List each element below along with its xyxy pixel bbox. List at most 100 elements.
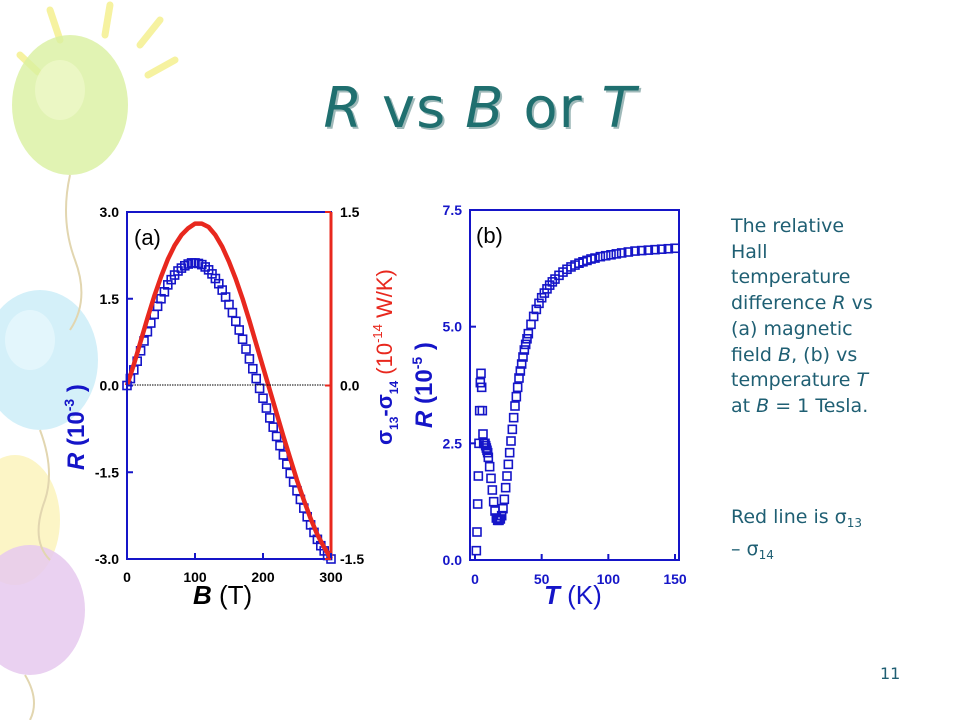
chart-a-ytick-label: 1.5 [100, 291, 120, 307]
note-pre: Red line is σ [731, 506, 847, 528]
chart-b-xlabel-unit: (K) [560, 580, 602, 610]
chart-b-xtick-label: 50 [534, 571, 550, 587]
chart-a-point [251, 373, 261, 384]
chart-b-point [483, 452, 494, 463]
chart-b-point [590, 253, 600, 263]
chart-b-point [519, 345, 530, 355]
desc-line-8: at B = 1 Tesla. [731, 394, 931, 420]
chart-b-point [499, 494, 510, 505]
chart-b-point [534, 298, 544, 309]
chart-b-point [488, 496, 499, 507]
chart-b-xtick-label: 0 [471, 571, 479, 587]
chart-b-ylabel: R (10-5 ) [409, 342, 438, 428]
note-sub2: 14 [758, 548, 774, 562]
chart-a-ytick-label: -3.0 [95, 551, 119, 567]
chart-a-xlabel-unit: (T) [212, 580, 252, 610]
chart-a-xlabel-var: B [193, 580, 212, 610]
desc-line-7-pre: temperature [731, 369, 857, 392]
desc-line-8-post: = 1 Tesla. [769, 394, 869, 417]
chart-a-y2label: σ13-σ14 (10-14 W/K) [370, 269, 401, 445]
chart-a-y2label-sub2: 14 [387, 381, 401, 395]
chart-b-point [504, 447, 515, 458]
chart-b-ytick-label: 7.5 [443, 202, 463, 218]
desc-line-6-var: B [778, 343, 792, 366]
chart-b-xtick-label: 100 [597, 571, 621, 587]
chart-b-point [520, 339, 531, 350]
chart-a-ylabel-var: R [63, 452, 90, 470]
chart-b-point [510, 401, 520, 411]
chart-b-point [643, 245, 654, 255]
chart-b-point [663, 243, 674, 254]
chart-b-panel-label: (b) [476, 223, 503, 248]
description-text: The relative Hall temperature difference… [731, 214, 931, 420]
desc-line-7-var: T [856, 369, 869, 392]
chart-a-point [264, 413, 275, 423]
desc-line-6-post: , (b) vs [791, 343, 858, 366]
chart-b-point [506, 436, 516, 446]
chart-b-point [528, 311, 539, 322]
chart-a-point [258, 393, 268, 404]
chart-b-point [650, 244, 660, 255]
chart-b-point [476, 368, 486, 379]
chart-a-xtick-label: 200 [251, 569, 275, 585]
chart-a-xtick-label: 0 [123, 569, 131, 585]
chart-b-point [515, 366, 526, 376]
chart-a-y2label-sub1: 13 [387, 416, 401, 430]
chart-b-ytick-label: 5.0 [443, 319, 463, 335]
chart-b-frame [469, 209, 680, 561]
chart-a-y2label-exp: -14 [370, 324, 385, 343]
chart-a-point [237, 334, 248, 345]
desc-line-6: field B, (b) vs [731, 343, 931, 369]
chart-b-point [477, 405, 488, 416]
page-number: 11 [880, 664, 901, 683]
chart-b-point [500, 482, 511, 493]
slide-title: R vs B or T [0, 76, 960, 141]
chart-b-point [656, 244, 667, 254]
title-b-var: B [465, 76, 505, 141]
chart-b-point [595, 251, 606, 262]
chart-b-point [606, 250, 616, 260]
desc-line-4-pre: difference [731, 292, 833, 315]
chart-b-point [487, 485, 498, 495]
chart-a-ylabel-close: ) [63, 384, 90, 399]
chart-a-ylabel-exp: -3 [61, 399, 77, 412]
chart-b-point [508, 412, 519, 423]
chart-b-point [514, 373, 524, 383]
chart-b-point [518, 352, 528, 362]
chart-a-y2label-unit: (10 [372, 343, 397, 381]
desc-line-4-post: vs [845, 292, 873, 315]
chart-b-point [473, 471, 484, 481]
chart-a-ytick-label: 0.0 [100, 378, 120, 394]
chart-b-point [474, 405, 485, 416]
title-or: or [504, 76, 602, 141]
chart-b-point [630, 246, 640, 256]
chart-b-point [611, 249, 622, 259]
chart-b-point [476, 382, 487, 393]
chart-b-point [623, 247, 634, 257]
chart-b-point [478, 429, 488, 439]
chart-b-point [502, 471, 512, 481]
chart-a-point [268, 422, 279, 432]
chart-a-ylabel-unit: (10 [63, 411, 90, 452]
chart-b-ytick-label: 2.5 [443, 435, 463, 451]
chart-b-point [600, 250, 611, 261]
chart-b-point [471, 545, 482, 556]
chart-b-ylabel-var: R [411, 410, 438, 428]
chart-b-point [512, 382, 523, 393]
chart-a-xlabel: B (T) [193, 580, 252, 610]
chart-b-point [498, 503, 508, 514]
chart-a-point [241, 344, 251, 354]
chart-a-xtick-label: 300 [319, 569, 343, 585]
chart-b-point [511, 391, 522, 402]
chart-b-point [523, 328, 534, 339]
chart-b-point [636, 245, 647, 256]
chart-b-point [516, 359, 527, 369]
chart-a-point [261, 403, 272, 413]
chart-b-xlabel-var: T [544, 580, 562, 610]
chart-a-y2label-dash: - [372, 409, 397, 416]
desc-line-4: difference R vs [731, 291, 931, 317]
note-mid: – σ [731, 538, 759, 560]
chart-a-y2tick-label: 1.5 [340, 204, 360, 220]
